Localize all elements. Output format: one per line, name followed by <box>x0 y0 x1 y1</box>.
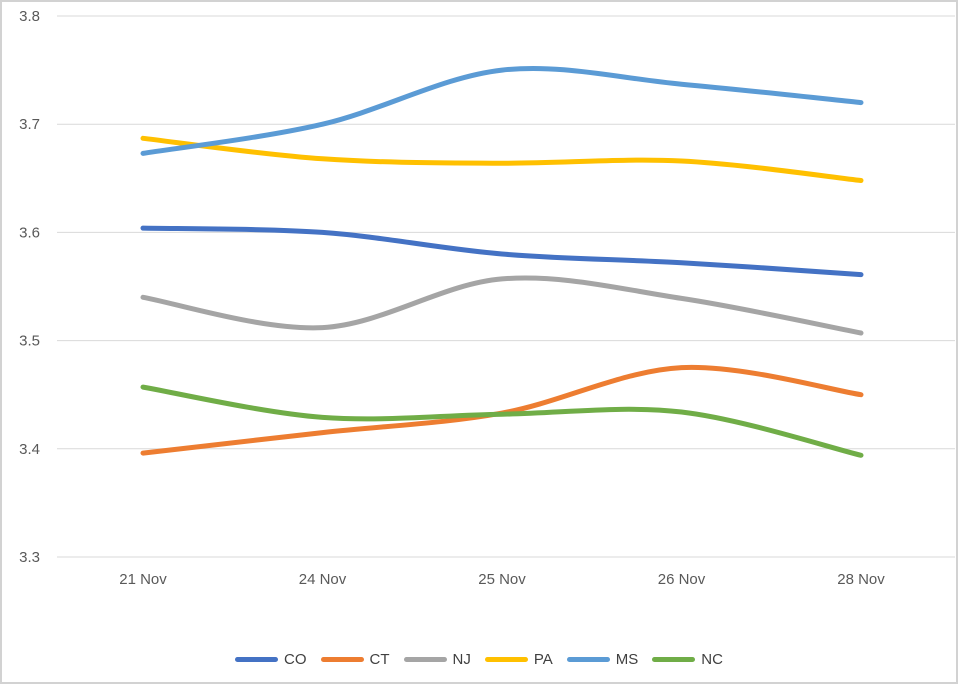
y-tick-label: 3.6 <box>19 224 40 241</box>
series-line-nj <box>140 275 864 336</box>
y-tick-label: 3.7 <box>19 116 40 133</box>
x-tick-label: 26 Nov <box>658 571 706 588</box>
legend-label: CO <box>284 651 307 668</box>
y-tick-label: 3.3 <box>19 549 40 566</box>
x-tick-label: 25 Nov <box>478 571 526 588</box>
series-line-ct <box>140 364 864 456</box>
legend-label: NJ <box>452 651 471 668</box>
series-line-co <box>140 225 864 278</box>
legend-item-ms: MS <box>566 651 639 668</box>
x-tick-label: 24 Nov <box>299 571 347 588</box>
legend-item-nc: NC <box>652 652 723 667</box>
legend-label: NC <box>701 651 723 668</box>
legend-label: PA <box>533 651 553 668</box>
legend-swatch-nj <box>403 657 447 662</box>
series-line-ms <box>140 65 864 156</box>
legend-item-nj: NJ <box>403 651 471 668</box>
legend-swatch-ct <box>320 657 364 662</box>
x-tick-label: 28 Nov <box>837 571 885 588</box>
legend-item-co: CO <box>235 652 307 667</box>
legend-swatch-co <box>235 657 279 662</box>
series-line-pa <box>140 135 864 183</box>
legend-swatch-nc <box>652 657 696 662</box>
legend: CO CT NJ PA MS NC <box>0 652 958 667</box>
legend-swatch-pa <box>484 657 528 662</box>
y-tick-label: 3.8 <box>19 8 40 25</box>
x-tick-label: 21 Nov <box>119 571 167 588</box>
legend-item-pa: PA <box>484 651 553 668</box>
legend-swatch-ms <box>566 657 610 662</box>
legend-item-ct: CT <box>320 651 390 668</box>
y-tick-label: 3.4 <box>19 441 40 458</box>
legend-label: CT <box>369 651 390 668</box>
y-tick-label: 3.5 <box>19 333 40 350</box>
series-line-nc <box>140 384 864 458</box>
legend-label: MS <box>615 651 639 668</box>
